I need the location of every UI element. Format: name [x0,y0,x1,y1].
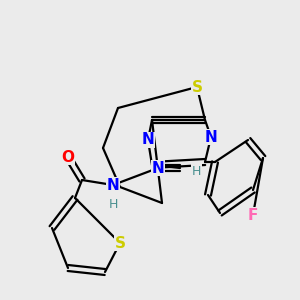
Text: N: N [205,130,218,145]
Text: N: N [152,160,164,175]
Text: F: F [248,208,258,223]
Text: S: S [191,80,203,94]
Text: N: N [142,133,154,148]
Text: N: N [106,178,119,193]
Text: O: O [61,149,74,164]
Text: S: S [115,236,125,250]
Text: H: H [192,164,201,178]
Text: H: H [108,198,118,211]
